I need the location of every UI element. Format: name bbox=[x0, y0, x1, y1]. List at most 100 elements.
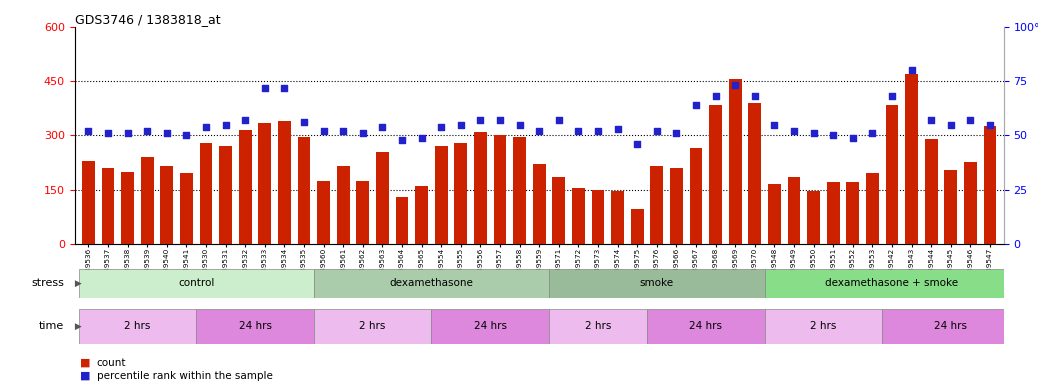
Text: ▶: ▶ bbox=[72, 279, 81, 288]
Bar bbox=[788, 177, 800, 244]
Bar bbox=[180, 173, 193, 244]
Point bbox=[845, 134, 862, 141]
Bar bbox=[513, 137, 526, 244]
Point bbox=[530, 128, 548, 134]
Bar bbox=[121, 172, 134, 244]
Point bbox=[393, 137, 410, 143]
Point bbox=[649, 128, 665, 134]
Point bbox=[629, 141, 646, 147]
Bar bbox=[199, 142, 213, 244]
Bar bbox=[313, 309, 432, 344]
Text: percentile rank within the sample: percentile rank within the sample bbox=[97, 371, 272, 381]
Point bbox=[825, 132, 842, 139]
Bar bbox=[549, 269, 765, 298]
Text: time: time bbox=[39, 321, 64, 331]
Point bbox=[100, 130, 116, 136]
Text: ▶: ▶ bbox=[72, 322, 81, 331]
Text: 24 hrs: 24 hrs bbox=[689, 321, 722, 331]
Point bbox=[374, 124, 390, 130]
Point bbox=[786, 128, 802, 134]
Bar bbox=[313, 269, 549, 298]
Point bbox=[492, 117, 509, 123]
Text: 24 hrs: 24 hrs bbox=[473, 321, 507, 331]
Bar bbox=[765, 309, 882, 344]
Point bbox=[179, 132, 195, 139]
Bar bbox=[219, 146, 233, 244]
Bar bbox=[611, 191, 624, 244]
Bar bbox=[768, 184, 781, 244]
Point bbox=[982, 121, 999, 127]
Bar bbox=[532, 164, 546, 244]
Text: dexamethasone + smoke: dexamethasone + smoke bbox=[825, 278, 958, 288]
Point bbox=[296, 119, 312, 126]
Point bbox=[472, 117, 489, 123]
Bar bbox=[765, 269, 1019, 298]
Bar bbox=[671, 168, 683, 244]
Text: dexamethasone: dexamethasone bbox=[389, 278, 473, 288]
Bar bbox=[474, 132, 487, 244]
Text: 2 hrs: 2 hrs bbox=[811, 321, 837, 331]
Point bbox=[316, 128, 332, 134]
Point bbox=[119, 130, 136, 136]
Point bbox=[668, 130, 685, 136]
Point bbox=[80, 128, 97, 134]
Text: smoke: smoke bbox=[639, 278, 674, 288]
Point bbox=[550, 117, 567, 123]
Bar bbox=[689, 148, 703, 244]
Point bbox=[903, 67, 920, 73]
Bar bbox=[827, 182, 840, 244]
Bar bbox=[808, 191, 820, 244]
Point bbox=[237, 117, 253, 123]
Bar bbox=[239, 130, 251, 244]
Text: ■: ■ bbox=[80, 371, 90, 381]
Bar bbox=[905, 74, 918, 244]
Bar bbox=[494, 136, 507, 244]
Bar bbox=[592, 190, 604, 244]
Point bbox=[943, 121, 959, 127]
Bar bbox=[337, 166, 350, 244]
Bar bbox=[647, 309, 765, 344]
Point bbox=[766, 121, 783, 127]
Bar bbox=[945, 170, 957, 244]
Bar bbox=[432, 309, 549, 344]
Bar bbox=[651, 166, 663, 244]
Bar bbox=[572, 188, 584, 244]
Point bbox=[570, 128, 586, 134]
Text: 2 hrs: 2 hrs bbox=[584, 321, 611, 331]
Point bbox=[746, 93, 763, 99]
Text: 2 hrs: 2 hrs bbox=[125, 321, 151, 331]
Bar bbox=[356, 180, 370, 244]
Bar bbox=[866, 173, 879, 244]
Point bbox=[355, 130, 372, 136]
Point bbox=[335, 128, 352, 134]
Bar bbox=[729, 79, 741, 244]
Point bbox=[159, 130, 175, 136]
Bar bbox=[846, 182, 859, 244]
Bar bbox=[415, 186, 428, 244]
Point bbox=[727, 83, 743, 89]
Point bbox=[688, 102, 705, 108]
Bar bbox=[964, 162, 977, 244]
Bar bbox=[549, 309, 647, 344]
Point bbox=[864, 130, 880, 136]
Bar bbox=[882, 309, 1019, 344]
Bar bbox=[141, 157, 154, 244]
Bar bbox=[395, 197, 408, 244]
Bar bbox=[925, 139, 937, 244]
Bar bbox=[885, 104, 899, 244]
Text: 24 hrs: 24 hrs bbox=[239, 321, 272, 331]
Text: stress: stress bbox=[31, 278, 64, 288]
Point bbox=[707, 93, 723, 99]
Bar bbox=[79, 309, 196, 344]
Bar bbox=[196, 309, 313, 344]
Bar bbox=[748, 103, 761, 244]
Text: control: control bbox=[179, 278, 215, 288]
Bar bbox=[79, 269, 313, 298]
Bar bbox=[82, 161, 94, 244]
Bar bbox=[984, 126, 996, 244]
Point bbox=[805, 130, 822, 136]
Point bbox=[217, 121, 234, 127]
Bar bbox=[709, 104, 722, 244]
Point bbox=[590, 128, 606, 134]
Point bbox=[962, 117, 979, 123]
